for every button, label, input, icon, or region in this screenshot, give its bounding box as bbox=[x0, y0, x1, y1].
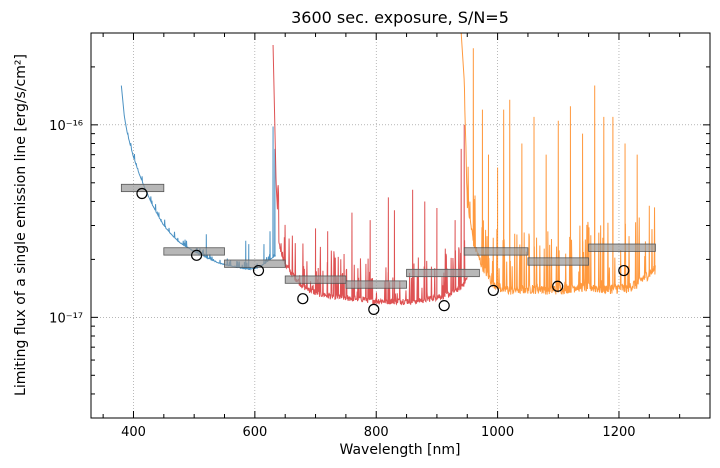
data-point-marker bbox=[368, 303, 380, 315]
plot-area bbox=[120, 33, 656, 315]
bin-box bbox=[588, 243, 656, 252]
y-tick-label: 10⁻¹⁷ bbox=[49, 311, 83, 326]
data-point-marker bbox=[190, 249, 203, 261]
x-tick-label: 600 bbox=[242, 425, 267, 440]
series-line-NIR-arm bbox=[460, 33, 656, 296]
x-tick-label: 1200 bbox=[602, 425, 635, 440]
bin-box bbox=[406, 268, 480, 278]
y-axis-label: Limiting flux of a single emission line … bbox=[13, 54, 29, 396]
data-point-marker bbox=[136, 187, 148, 200]
bin-box bbox=[345, 280, 407, 289]
chart-title: 3600 sec. exposure, S/N=5 bbox=[291, 8, 509, 27]
y-tick-label: 10⁻¹⁶ bbox=[49, 119, 83, 134]
data-point-marker bbox=[252, 264, 265, 277]
data-point-marker bbox=[297, 293, 309, 305]
bin-box bbox=[284, 275, 347, 284]
bin-box bbox=[463, 247, 529, 256]
bin-box bbox=[527, 257, 590, 266]
x-tick-label: 1000 bbox=[481, 425, 514, 440]
x-tick-label: 800 bbox=[364, 425, 389, 440]
data-point-marker bbox=[552, 280, 564, 292]
data-point-marker bbox=[487, 284, 499, 297]
data-point-marker bbox=[618, 264, 630, 277]
data-point-marker bbox=[438, 300, 450, 312]
x-axis-label: Wavelength [nm] bbox=[340, 442, 461, 458]
x-tick-label: 400 bbox=[121, 425, 146, 440]
axis-ticks: 400 600 800 1000 1200 10⁻¹⁷ 10⁻¹⁶ bbox=[49, 32, 711, 440]
bin-box bbox=[224, 259, 286, 268]
